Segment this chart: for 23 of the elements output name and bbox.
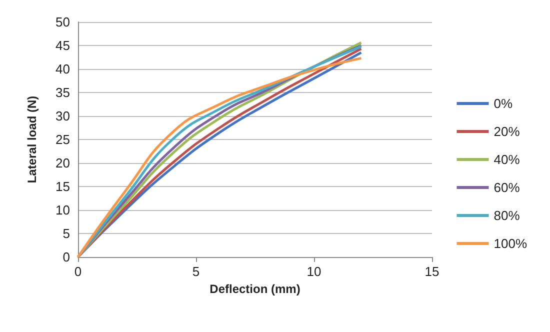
x-tick-label: 5 [192,264,200,279]
y-tick-label: 10 [56,202,70,218]
y-tick-label: 45 [56,38,70,53]
y-tick-label: 35 [56,85,70,100]
legend-label: 80% [494,208,520,223]
y-tick-label: 20 [56,156,70,170]
x-tick-label: 0 [74,264,82,279]
y-tick-label: 15 [56,179,70,194]
x-tick-label: 15 [424,264,440,279]
y-tick-label: 5 [62,226,70,241]
x-tick-label: 10 [306,264,322,279]
legend-label: 60% [494,180,520,195]
legend-label: 0% [494,96,513,111]
y-tick-label: 50 [56,14,70,30]
y-tick-label: 25 [56,132,70,147]
legend-label: 40% [494,152,520,167]
y-tick-label: 0 [62,250,70,264]
x-axis-title: Deflection (mm) [210,282,300,296]
y-tick-label: 40 [56,62,70,76]
legend-label: 100% [494,236,528,251]
y-tick-label: 30 [56,108,70,124]
legend-label: 20% [494,124,520,139]
y-axis-title: Lateral load (N) [25,96,39,184]
